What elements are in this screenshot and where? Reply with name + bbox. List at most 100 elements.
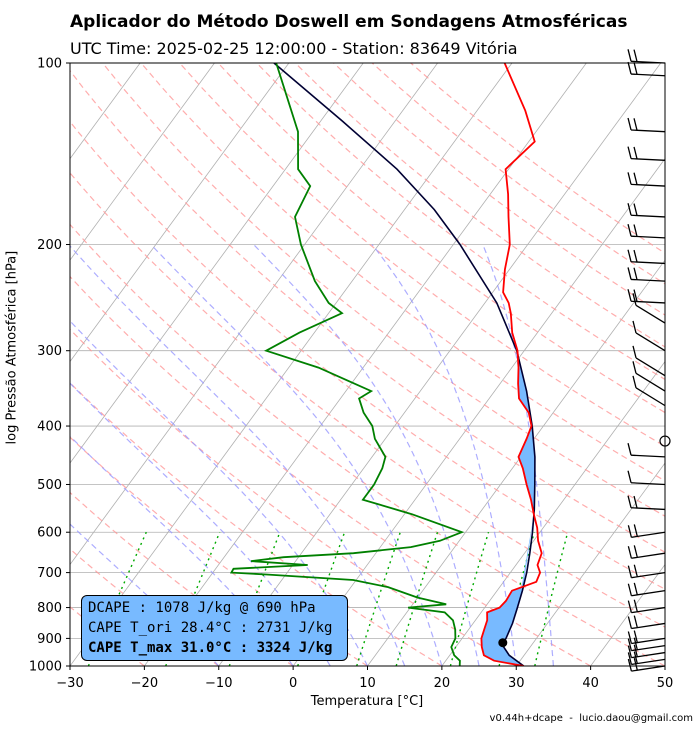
wind-barb-staff bbox=[631, 261, 666, 265]
x-tick-label: −30 bbox=[56, 676, 83, 691]
y-tick-label: 300 bbox=[37, 344, 62, 359]
wind-barb-flag bbox=[627, 600, 633, 613]
dry-adiabat bbox=[70, 223, 665, 666]
x-tick-label: 20 bbox=[434, 676, 451, 691]
wind-barb-flag bbox=[632, 345, 637, 359]
isotherm-gridline bbox=[664, 665, 665, 666]
wind-barb-flag bbox=[633, 564, 638, 577]
isotherm-gridline bbox=[441, 360, 665, 666]
dry-adiabat bbox=[70, 69, 665, 553]
moist-adiabat bbox=[150, 244, 443, 666]
wind-barb-staff bbox=[631, 73, 666, 77]
wind-barb bbox=[627, 146, 666, 161]
wind-barb-flag bbox=[627, 289, 632, 302]
wind-barb-flag bbox=[627, 443, 632, 456]
wind-barb-flag bbox=[633, 582, 638, 596]
dry-adiabat bbox=[70, 548, 220, 666]
cape-tmax-text: CAPE T_max 31.0°C : 3324 J/kg bbox=[88, 640, 333, 656]
x-tick-label: 40 bbox=[582, 676, 599, 691]
wind-barb-staff bbox=[631, 507, 666, 511]
wind-barb-flag bbox=[627, 565, 633, 578]
wind-barb bbox=[627, 61, 666, 77]
wind-barb-staff bbox=[635, 357, 666, 377]
wind-barb-staff bbox=[635, 372, 666, 392]
x-tick-label: 0 bbox=[289, 676, 297, 691]
parcel-profile-line bbox=[273, 63, 536, 666]
wind-barb-staff bbox=[631, 129, 666, 133]
wind-barb-flag bbox=[627, 616, 633, 629]
wind-barb-staff bbox=[631, 454, 666, 458]
y-tick-label: 400 bbox=[37, 420, 62, 435]
moist-adiabat bbox=[70, 245, 406, 666]
mixing-ratio-line bbox=[449, 531, 490, 666]
wind-barb-flag bbox=[627, 61, 632, 75]
wind-barb-flag bbox=[633, 267, 638, 280]
wind-barb-staff bbox=[635, 332, 666, 352]
wind-barb-flag bbox=[633, 62, 638, 75]
wind-barb bbox=[627, 49, 666, 64]
isotherm-gridline bbox=[70, 63, 290, 363]
wind-barb-staff bbox=[635, 304, 666, 324]
dry-adiabat bbox=[217, 63, 665, 414]
isotherm-gridline bbox=[70, 63, 513, 666]
wind-barb bbox=[627, 545, 666, 559]
wind-barb bbox=[627, 267, 666, 282]
footer-credit: v0.44h+dcape - lucio.daou@gmail.com bbox=[489, 713, 693, 724]
wind-barb-staff bbox=[631, 235, 666, 239]
wind-barb-staff bbox=[631, 157, 666, 161]
wind-barb-flag bbox=[627, 525, 633, 538]
wind-barb bbox=[627, 249, 666, 265]
y-tick-label: 900 bbox=[37, 632, 62, 647]
plot-frame bbox=[69, 62, 666, 667]
wind-barb-flag bbox=[627, 583, 633, 596]
dry-adiabat bbox=[140, 63, 665, 482]
x-tick-label: 10 bbox=[359, 676, 376, 691]
wind-barb-staff bbox=[631, 214, 666, 218]
wind-barb-flag bbox=[627, 645, 633, 658]
wind-barb bbox=[627, 564, 666, 579]
wind-barb bbox=[627, 117, 666, 133]
x-tick-label: −10 bbox=[205, 676, 232, 691]
wind-barb-flag bbox=[632, 361, 637, 374]
wind-barb bbox=[627, 203, 666, 218]
wind-barb bbox=[632, 361, 666, 392]
wind-barb-flag bbox=[627, 546, 633, 559]
wind-barb-staff bbox=[631, 482, 666, 486]
wind-barb-flag bbox=[627, 631, 633, 644]
wind-barb-flag bbox=[633, 146, 638, 160]
wind-barb bbox=[632, 345, 666, 377]
wind-barb-flag bbox=[633, 118, 638, 131]
wind-barb-flag bbox=[632, 320, 637, 334]
x-axis-label: Temperatura [°C] bbox=[310, 694, 424, 709]
wind-barb bbox=[627, 224, 666, 239]
temperature-profile-line bbox=[480, 63, 543, 666]
dry-adiabat bbox=[70, 382, 443, 666]
y-tick-label: 100 bbox=[37, 57, 62, 72]
isotherm-gridline bbox=[70, 63, 364, 464]
wind-barb-staff bbox=[631, 300, 666, 304]
y-tick-label: 600 bbox=[37, 526, 62, 541]
dry-adiabat bbox=[294, 63, 665, 348]
cape-area bbox=[481, 355, 535, 666]
wind-barb-flag bbox=[633, 630, 638, 643]
y-tick-label: 800 bbox=[37, 601, 62, 616]
wind-barb-flag bbox=[633, 49, 638, 62]
mixing-ratio-line bbox=[534, 532, 569, 666]
wind-barb-flag bbox=[633, 249, 638, 263]
wind-barb-flag bbox=[627, 638, 633, 651]
wind-barb-flag bbox=[627, 470, 632, 483]
dry-adiabat bbox=[256, 63, 665, 381]
wind-barb bbox=[632, 375, 666, 407]
wind-barb-flag bbox=[627, 172, 632, 185]
wind-barb bbox=[627, 495, 666, 511]
wind-barb-flag bbox=[633, 172, 638, 185]
wind-barb bbox=[627, 524, 666, 538]
wind-barb bbox=[627, 630, 666, 645]
moist-adiabat bbox=[70, 435, 294, 666]
wind-barb-flag bbox=[633, 203, 638, 216]
dry-adiabat bbox=[70, 275, 591, 666]
wind-barb-flag bbox=[632, 293, 637, 306]
chart-subtitle: UTC Time: 2025-02-25 12:00:00 - Station:… bbox=[70, 39, 518, 58]
x-tick-label: −20 bbox=[131, 676, 158, 691]
lcl-point bbox=[498, 638, 508, 648]
